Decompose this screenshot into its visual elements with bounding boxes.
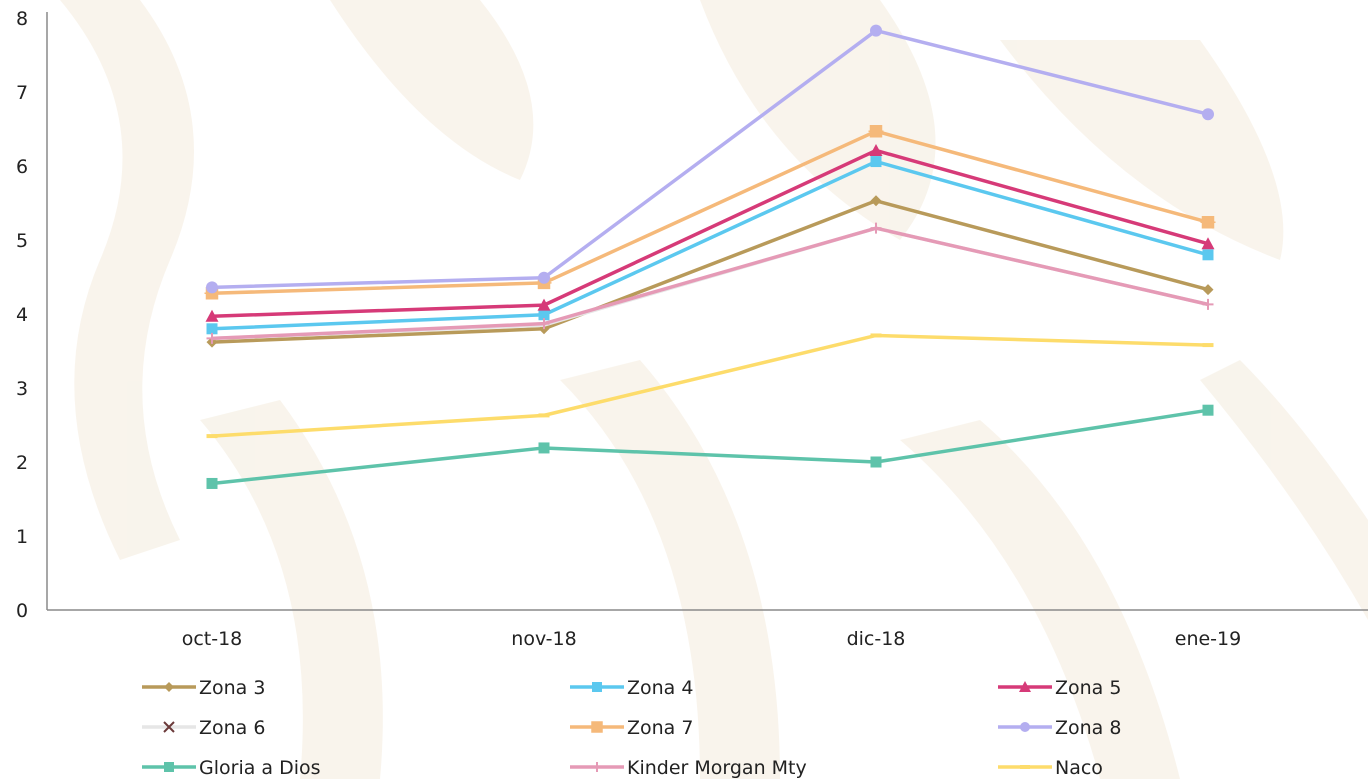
data-point-marker — [592, 682, 602, 692]
data-point-marker — [870, 222, 882, 234]
data-point-marker — [164, 762, 174, 772]
series-line — [211, 159, 1209, 331]
data-point-marker — [870, 24, 882, 37]
series-zona-4 — [206, 156, 1214, 335]
legend-label: Zona 7 — [627, 717, 693, 739]
data-point-marker — [206, 281, 218, 294]
data-point-marker — [205, 309, 219, 322]
legend-item: Naco — [998, 757, 1103, 779]
data-point-marker — [592, 762, 602, 772]
legend-item: Zona 6 — [142, 717, 265, 739]
legend-label: Zona 8 — [1055, 717, 1121, 739]
data-point-marker — [206, 434, 218, 439]
series-line — [211, 148, 1209, 318]
series-zona-5 — [205, 143, 1215, 322]
y-tick-label: 4 — [16, 304, 28, 326]
data-point-marker — [1202, 108, 1214, 121]
data-point-marker — [538, 309, 550, 321]
legend-item: Zona 3 — [142, 677, 265, 699]
data-point-marker — [206, 477, 218, 489]
data-point-marker — [163, 721, 175, 733]
data-point-marker — [537, 298, 551, 311]
x-tick-label: oct-18 — [182, 628, 243, 650]
legend-item: Zona 8 — [998, 717, 1121, 739]
y-tick-label: 8 — [16, 8, 28, 30]
series-kinder-morgan-mty — [206, 222, 1214, 344]
legend-item: Zona 4 — [570, 677, 693, 699]
legend-label: Zona 3 — [199, 677, 265, 699]
legend-item: Kinder Morgan Mty — [570, 757, 807, 779]
data-point-marker — [1019, 681, 1031, 692]
series-line — [211, 408, 1209, 486]
legend: Zona 3 Zona 4 Zona 5 Zona 6 Zona 7 Zona 8 Glor… — [142, 677, 1121, 779]
series-zona-8 — [206, 24, 1214, 294]
y-tick-label: 3 — [16, 378, 28, 400]
data-point-marker — [538, 271, 550, 284]
data-point-marker — [870, 156, 882, 168]
series-gloria-a-dios — [206, 404, 1214, 489]
legend-item: Zona 7 — [570, 717, 693, 739]
data-point-marker — [1202, 249, 1214, 261]
series-line — [211, 28, 1209, 290]
data-point-marker — [538, 413, 550, 418]
series-line — [211, 226, 1209, 341]
x-axis: oct-18 nov-18 dic-18 ene-19 — [47, 609, 1368, 650]
data-point-marker — [1202, 298, 1214, 310]
series-line — [211, 129, 1209, 296]
data-point-marker — [1202, 284, 1214, 296]
data-point-marker — [870, 195, 882, 207]
legend-label: Zona 4 — [627, 677, 693, 699]
series-line — [211, 199, 1209, 344]
data-point-marker — [1202, 404, 1214, 416]
data-point-marker — [206, 332, 218, 344]
y-tick-label: 7 — [16, 82, 28, 104]
y-tick-label: 0 — [16, 600, 28, 622]
data-point-marker — [870, 456, 882, 468]
x-tick-label: ene-19 — [1175, 628, 1241, 650]
data-point-marker — [1202, 343, 1214, 348]
y-tick-label: 1 — [16, 526, 28, 548]
data-point-marker — [870, 333, 882, 338]
data-point-marker — [538, 318, 550, 330]
legend-label: Naco — [1055, 757, 1103, 779]
legend-label: Gloria a Dios — [199, 757, 321, 779]
data-point-marker — [868, 124, 884, 138]
series-layer — [204, 24, 1216, 489]
data-point-marker — [164, 682, 174, 692]
legend-label: Zona 6 — [199, 717, 265, 739]
data-point-marker — [590, 721, 604, 733]
data-point-marker — [538, 442, 550, 454]
series-naco — [206, 333, 1214, 439]
y-axis: 0 1 2 3 4 5 6 7 8 — [16, 8, 48, 622]
y-tick-label: 6 — [16, 156, 28, 178]
data-point-marker — [869, 143, 883, 156]
y-tick-label: 5 — [16, 230, 28, 252]
legend-item: Zona 5 — [998, 677, 1121, 699]
data-point-marker — [1201, 237, 1215, 250]
data-point-marker — [1020, 722, 1030, 732]
x-tick-label: nov-18 — [511, 628, 576, 650]
legend-label: Zona 5 — [1055, 677, 1121, 699]
x-tick-label: dic-18 — [847, 628, 906, 650]
data-point-marker — [1020, 765, 1030, 769]
legend-label: Kinder Morgan Mty — [627, 757, 807, 779]
legend-item: Gloria a Dios — [142, 757, 321, 779]
data-point-marker — [206, 323, 218, 335]
y-tick-label: 2 — [16, 452, 28, 474]
series-line — [211, 333, 1209, 438]
data-point-marker — [1200, 215, 1216, 229]
